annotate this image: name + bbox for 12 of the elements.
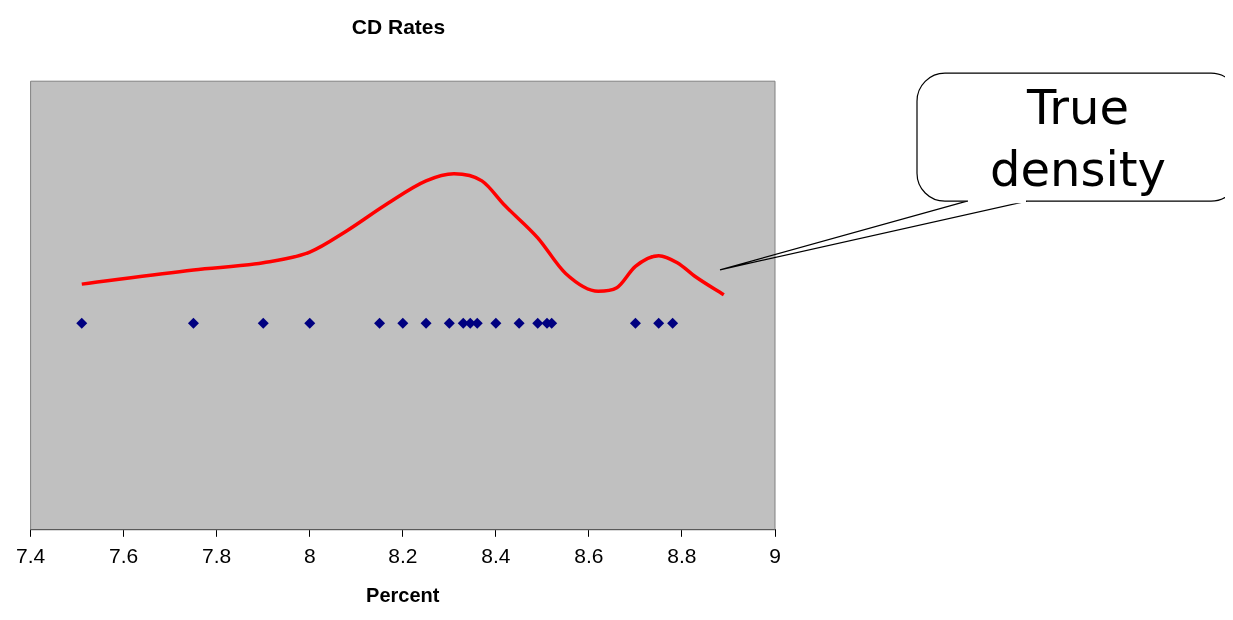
text: True density xyxy=(990,78,1166,197)
x-tick-label: 9 xyxy=(769,544,781,568)
x-tick-label: 8.4 xyxy=(481,544,511,568)
x-tick-label: 8.8 xyxy=(667,544,697,568)
x-tick-label: 8.6 xyxy=(574,544,604,568)
x-tick-label: 7.8 xyxy=(202,544,232,568)
x-tick-label: 8.2 xyxy=(388,544,418,568)
x-tick-label: 7.4 xyxy=(15,544,46,568)
x-tick-label: 7.6 xyxy=(109,544,139,568)
x-axis-title: Percent xyxy=(366,583,440,606)
chart-title: CD Rates xyxy=(351,15,446,39)
x-tick-label: 8 xyxy=(303,544,316,568)
